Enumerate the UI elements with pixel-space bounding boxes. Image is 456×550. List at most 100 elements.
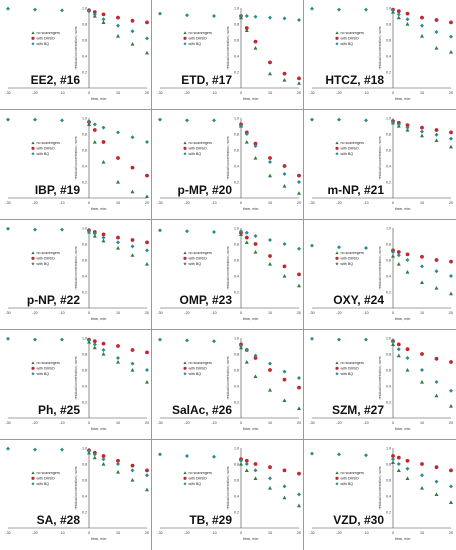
data-point-2 <box>244 348 249 352</box>
dark-data-point <box>6 6 10 11</box>
y-tick-label: 0.2 <box>82 71 87 75</box>
data-point-2 <box>87 229 91 234</box>
dark-data-point <box>310 451 314 456</box>
legend-marker <box>31 476 35 480</box>
y-tick-label: 0.8 <box>82 353 87 357</box>
x-tick-label: 10 <box>268 201 272 205</box>
data-point-0 <box>253 476 258 480</box>
y-tick-label: 0.8 <box>386 133 391 137</box>
data-point-2 <box>92 231 97 236</box>
data-point-1 <box>116 156 120 160</box>
data-point-0 <box>92 455 97 460</box>
data-point-2 <box>116 240 120 245</box>
panel-title: p-MP, #20 <box>178 183 233 197</box>
y-tick-label: 0.4 <box>386 385 391 389</box>
chart-panel: 0.2 0.4 0.6 0.8 1.0 -30 -20 -10 0 10 20 time, min re… <box>309 227 453 321</box>
data-point-0 <box>282 78 287 82</box>
data-point-0 <box>434 393 439 398</box>
chart-panel: 0.2 0.4 0.6 0.8 1.0 -30 -20 -10 0 10 20 time, min re… <box>5 117 149 211</box>
legend-label: with DMSO <box>189 257 207 261</box>
legend-marker <box>31 251 35 255</box>
legend-label: with DMSO <box>189 37 207 41</box>
x-axis-label: time, min <box>395 537 410 541</box>
dark-data-point <box>310 117 314 122</box>
data-point-2 <box>101 235 106 240</box>
data-point-0 <box>449 500 453 504</box>
legend-label: with BQ <box>189 372 202 376</box>
data-point-2 <box>391 457 395 462</box>
data-point-2 <box>145 368 149 372</box>
legend-label: no scavengers <box>37 31 61 35</box>
data-point-2 <box>396 462 401 466</box>
legend-marker <box>335 372 339 376</box>
x-tick-label: -20 <box>336 421 341 425</box>
y-tick-label: 0.4 <box>234 275 239 279</box>
data-point-1 <box>434 18 439 22</box>
data-point-2 <box>116 23 120 28</box>
legend-marker <box>31 482 35 486</box>
data-point-1 <box>244 235 249 240</box>
dark-data-point <box>337 452 341 457</box>
dark-data-point <box>6 117 10 122</box>
legend-label: no scavengers <box>189 31 213 35</box>
data-point-2 <box>405 258 410 262</box>
data-point-0 <box>116 470 120 474</box>
x-tick-label: 20 <box>145 311 149 315</box>
data-point-1 <box>101 232 106 237</box>
x-tick-label: -20 <box>184 421 189 425</box>
y-axis-label: residual concentration, norm <box>226 466 230 509</box>
legend-label: with BQ <box>37 42 50 46</box>
x-tick-label: -20 <box>184 531 189 535</box>
legend-label: with DMSO <box>37 147 55 151</box>
dark-data-point <box>60 447 64 452</box>
legend-marker <box>31 366 35 370</box>
data-point-1 <box>101 140 106 144</box>
data-point-1 <box>130 238 135 242</box>
panel-title: VZD, #30 <box>333 513 384 527</box>
data-point-0 <box>391 342 395 346</box>
data-point-0 <box>297 81 301 85</box>
dark-data-point <box>33 447 37 452</box>
x-axis-label: time, min <box>91 97 106 101</box>
x-tick-label: 0 <box>392 91 394 95</box>
data-point-2 <box>434 132 439 137</box>
legend-marker <box>335 42 339 46</box>
legend-marker <box>183 476 187 480</box>
chart-panel: 0.2 0.4 0.6 0.8 1.0 -30 -20 -10 0 10 20 time, min re… <box>5 227 149 321</box>
data-point-1 <box>449 259 453 264</box>
x-tick-label: 10 <box>268 91 272 95</box>
data-point-1 <box>101 12 106 17</box>
y-tick-label: 0.6 <box>82 369 87 373</box>
x-tick-label: 0 <box>240 201 242 205</box>
dark-data-point <box>337 117 341 122</box>
data-point-1 <box>145 240 149 245</box>
data-point-0 <box>396 262 401 266</box>
y-axis-label: residual concentration, norm <box>74 466 78 509</box>
data-point-2 <box>434 479 439 484</box>
data-point-2 <box>239 458 243 463</box>
data-point-2 <box>130 29 135 34</box>
x-tick-label: -10 <box>211 311 216 315</box>
data-point-0 <box>130 42 135 46</box>
data-point-0 <box>244 28 249 32</box>
data-point-1 <box>282 164 287 168</box>
legend-marker <box>335 146 339 150</box>
row-divider <box>0 109 456 110</box>
data-point-2 <box>297 492 301 497</box>
data-point-1 <box>297 272 301 277</box>
panel-title: p-NP, #22 <box>27 293 80 307</box>
data-point-1 <box>101 341 106 346</box>
legend-label: with BQ <box>341 152 354 156</box>
data-point-0 <box>145 50 149 55</box>
x-tick-label: -20 <box>184 91 189 95</box>
data-point-2 <box>239 124 243 128</box>
x-tick-label: -30 <box>157 531 162 535</box>
data-point-0 <box>297 191 301 195</box>
x-tick-label: -10 <box>211 531 216 535</box>
data-point-0 <box>239 462 243 466</box>
data-point-0 <box>405 22 410 26</box>
data-point-1 <box>253 39 258 44</box>
x-tick-label: 0 <box>240 311 242 315</box>
chart-panel: 0.2 0.4 0.6 0.8 1.0 -30 -20 -10 0 10 20 time, min re… <box>157 117 301 211</box>
data-point-0 <box>449 404 453 408</box>
